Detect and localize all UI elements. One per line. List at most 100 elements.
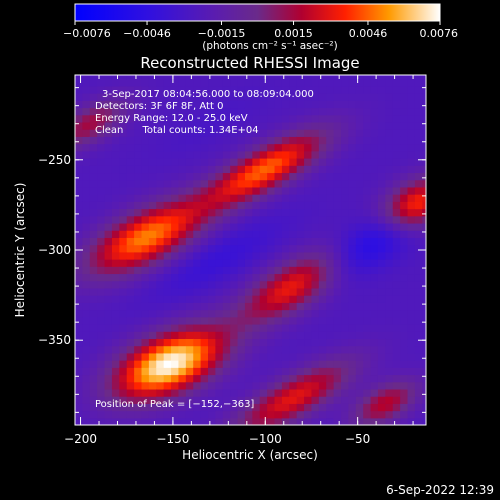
heatmap-cell [296, 388, 305, 397]
heatmap-cell [267, 381, 276, 390]
heatmap-cell [126, 237, 135, 246]
heatmap-cell [156, 172, 165, 181]
heatmap-cell [185, 331, 194, 340]
heatmap-cell [392, 186, 401, 195]
heatmap-cell [296, 331, 305, 340]
heatmap-cell [304, 230, 313, 238]
heatmap-cell [363, 302, 372, 311]
heatmap-cell [200, 157, 209, 166]
heatmap-cell [363, 251, 372, 260]
heatmap-cell [178, 93, 187, 101]
heatmap-cell [200, 410, 209, 419]
heatmap-cell [355, 381, 364, 390]
heatmap-cell [259, 302, 268, 311]
heatmap-cell [281, 259, 290, 267]
heatmap-cell [259, 136, 268, 145]
heatmap-cell [185, 302, 194, 311]
heatmap-cell [326, 143, 335, 152]
heatmap-cell [230, 244, 239, 253]
heatmap-cell [75, 208, 83, 217]
heatmap-cell [89, 280, 98, 289]
heatmap-cell [414, 388, 423, 397]
heatmap-cell [363, 309, 372, 318]
heatmap-cell [304, 222, 313, 231]
heatmap-cell [333, 287, 342, 296]
heatmap-cell [341, 129, 350, 137]
heatmap-cell [148, 266, 157, 275]
axis-ticks [75, 75, 426, 425]
heatmap-cell [400, 259, 409, 267]
heatmap-cell [141, 157, 150, 166]
heatmap-cell [222, 75, 231, 80]
heatmap-cell [215, 244, 224, 253]
heatmap-cell [252, 295, 261, 303]
heatmap-cell [341, 150, 350, 159]
heatmap-cell [289, 410, 298, 419]
heatmap-cell [222, 244, 231, 253]
heatmap-cell [193, 194, 202, 202]
heatmap-cell [104, 237, 113, 246]
heatmap-cell [326, 345, 335, 354]
heatmap-cell [392, 237, 401, 246]
heatmap-cell [326, 215, 335, 224]
heatmap-cell [163, 194, 172, 202]
heatmap-cell [341, 417, 350, 425]
heatmap-cell [289, 266, 298, 275]
heatmap-cell [370, 388, 379, 397]
heatmap-cell [259, 259, 268, 267]
heatmap-cell [274, 259, 283, 267]
heatmap-cell [200, 114, 209, 123]
heatmap-cell [119, 75, 128, 80]
heatmap-cell [163, 259, 172, 267]
heatmap-cell [311, 367, 320, 376]
heatmap-cell [82, 280, 91, 289]
heatmap-cell [422, 143, 426, 152]
heatmap-cell [355, 331, 364, 340]
heatmap-cell [230, 93, 239, 101]
heatmap-cell [156, 237, 165, 246]
heatmap-cell [200, 302, 209, 311]
heatmap-cell [185, 186, 194, 195]
heatmap-cell [400, 194, 409, 202]
heatmap-cell [318, 417, 327, 425]
heatmap-cell [193, 280, 202, 289]
heatmap-cell [289, 345, 298, 354]
heatmap-cell [267, 194, 276, 202]
heatmap-cell [363, 150, 372, 159]
heatmap-cell [178, 165, 187, 174]
heatmap-cell [97, 360, 106, 368]
heatmap-cell [392, 150, 401, 159]
heatmap-cell [311, 338, 320, 347]
heatmap-cell [104, 194, 113, 202]
heatmap-cell [97, 78, 106, 87]
heatmap-cell [252, 107, 261, 116]
heatmap-cell [193, 266, 202, 275]
heatmap-cell [407, 75, 416, 80]
heatmap-cell [341, 85, 350, 94]
heatmap-cell [385, 114, 394, 123]
heatmap-cell [134, 396, 143, 404]
heatmap-cell [82, 208, 91, 217]
heatmap-cell [407, 251, 416, 260]
heatmap-cell [156, 295, 165, 303]
heatmap-cell [407, 208, 416, 217]
colorbar-tick-label: 0.0076 [420, 27, 459, 40]
heatmap-cell [289, 107, 298, 116]
heatmap-cell [193, 121, 202, 130]
heatmap-cell [141, 410, 150, 419]
heatmap-cell [363, 143, 372, 152]
heatmap-cell [171, 179, 180, 188]
heatmap-cell [104, 381, 113, 390]
heatmap-cell [185, 410, 194, 419]
info-line: Energy Range: 12.0 - 25.0 keV [95, 113, 248, 124]
heatmap-cell [400, 150, 409, 159]
heatmap-cell [289, 396, 298, 404]
heatmap-cell [208, 78, 216, 87]
heatmap-cell [97, 100, 106, 109]
heatmap-cell [422, 244, 426, 253]
heatmap-cell [377, 244, 386, 253]
heatmap-cell [304, 295, 313, 303]
heatmap-cell [97, 273, 106, 282]
heatmap-cell [111, 338, 120, 347]
heatmap-cell [370, 360, 379, 368]
